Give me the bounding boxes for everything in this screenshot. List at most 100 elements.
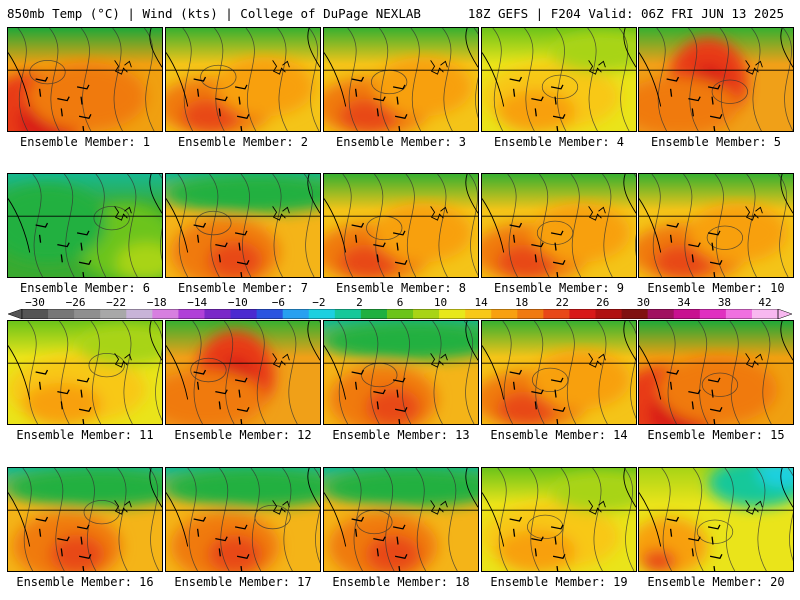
height-contour xyxy=(782,28,793,131)
coastline xyxy=(482,321,636,400)
wind-barb xyxy=(215,242,228,263)
height-contour xyxy=(787,468,793,562)
height-contour xyxy=(534,321,545,424)
height-contour xyxy=(374,174,385,277)
height-contour xyxy=(187,468,198,571)
colorbar-segment xyxy=(699,309,727,319)
colorbar-segment xyxy=(569,309,597,319)
temperature-map xyxy=(324,28,478,131)
ensemble-member-label: Ensemble Member: 1 xyxy=(19,135,151,149)
great-lakes-outline xyxy=(745,353,763,368)
temperature-anomaly xyxy=(688,203,788,263)
colorbar-segment xyxy=(152,309,179,319)
height-contour xyxy=(507,174,518,277)
height-contour xyxy=(405,174,417,277)
ensemble-member-label: Ensemble Member: 13 xyxy=(332,428,470,442)
ensemble-panel-15 xyxy=(638,320,794,425)
coastline xyxy=(8,468,162,547)
height-contour xyxy=(282,468,293,571)
wind-barb xyxy=(234,524,248,545)
height-contour xyxy=(697,321,709,424)
wind-barb xyxy=(688,242,701,263)
great-lakes-outline xyxy=(430,60,448,75)
wind-barb xyxy=(552,554,566,571)
temperature-anomaly xyxy=(8,183,107,263)
colorbar-tick-label: 2 xyxy=(356,296,363,309)
colorbar-tick-label: 26 xyxy=(596,296,610,309)
wind-barb xyxy=(552,260,566,277)
wind-barb xyxy=(531,242,544,263)
model-valid-time: 18Z GEFS | F204 Valid: 06Z FRI JUN 13 20… xyxy=(467,6,784,21)
temperature-anomaly xyxy=(640,549,677,571)
height-contour xyxy=(352,468,363,571)
height-contour xyxy=(27,321,38,424)
height-contour xyxy=(468,174,478,276)
great-lakes-outline xyxy=(745,500,763,515)
height-contour xyxy=(688,28,699,131)
temperature-anomaly xyxy=(166,174,320,214)
height-contour xyxy=(153,321,162,421)
height-contour xyxy=(497,468,509,571)
wind-barb xyxy=(234,230,248,251)
height-contour xyxy=(410,28,422,131)
ensemble-member-label: Ensemble Member: 16 xyxy=(16,575,154,589)
coastline xyxy=(166,321,320,400)
great-lakes-outline xyxy=(114,206,132,221)
height-contour xyxy=(442,28,453,131)
temperature-map xyxy=(482,321,636,424)
temperature-map xyxy=(639,468,793,571)
colorbar-tick-label: −14 xyxy=(187,296,208,309)
ensemble-member-label: Ensemble Member: 7 xyxy=(177,281,309,295)
wind-barb xyxy=(531,96,544,117)
colorbar-segment xyxy=(725,309,753,319)
temperature-map xyxy=(166,468,320,571)
coastline xyxy=(8,174,162,253)
temperature-anomaly xyxy=(27,62,147,131)
ensemble-member-label: Ensemble Member: 2 xyxy=(177,135,309,149)
height-contour xyxy=(492,28,504,131)
wind-barb xyxy=(666,369,680,390)
temperature-map xyxy=(8,174,162,277)
colorbar-tick-label: −22 xyxy=(106,296,127,309)
great-lakes-outline xyxy=(588,353,606,368)
ensemble-member-label: Ensemble Member: 9 xyxy=(493,281,625,295)
great-lakes-outline xyxy=(272,60,290,75)
coastline xyxy=(324,28,478,107)
colorbar-segment xyxy=(126,309,153,319)
colorbar-segment xyxy=(465,309,492,319)
great-lakes-outline xyxy=(588,60,606,75)
ensemble-panel-11 xyxy=(7,320,163,425)
wind-barb xyxy=(509,369,523,390)
colorbar-tick-label: −30 xyxy=(25,296,45,309)
colorbar-segment xyxy=(230,309,258,319)
height-contour xyxy=(127,174,138,277)
wind-barb xyxy=(35,516,49,537)
temperature-map xyxy=(8,28,162,131)
temperature-anomaly xyxy=(207,534,263,571)
ensemble-member-label: Ensemble Member: 8 xyxy=(335,281,467,295)
coastline xyxy=(324,468,478,547)
wind-barb xyxy=(76,230,90,251)
wind-barb xyxy=(57,536,70,557)
wind-barb xyxy=(215,389,228,410)
great-lakes-outline xyxy=(272,206,290,221)
colorbar-tick-label: −26 xyxy=(65,296,86,309)
height-contour xyxy=(245,28,257,131)
temperature-anomaly xyxy=(658,355,778,424)
wind-barb xyxy=(78,114,92,131)
ensemble-member-label: Ensemble Member: 18 xyxy=(332,575,470,589)
wind-barb xyxy=(35,76,49,97)
colorbar-tick-label: −10 xyxy=(227,296,248,309)
colorbar-tick-label: 14 xyxy=(474,296,488,309)
colorbar-tick-label: −18 xyxy=(146,296,167,309)
height-contour xyxy=(565,321,577,424)
wind-barb xyxy=(392,230,406,251)
great-lakes-outline xyxy=(272,353,290,368)
wind-barb xyxy=(234,377,248,398)
wind-barb xyxy=(236,260,250,277)
height-contour xyxy=(623,468,635,571)
height-contour xyxy=(597,321,608,424)
wind-barb xyxy=(193,76,207,97)
wind-barb xyxy=(351,369,365,390)
coastline xyxy=(482,174,636,253)
